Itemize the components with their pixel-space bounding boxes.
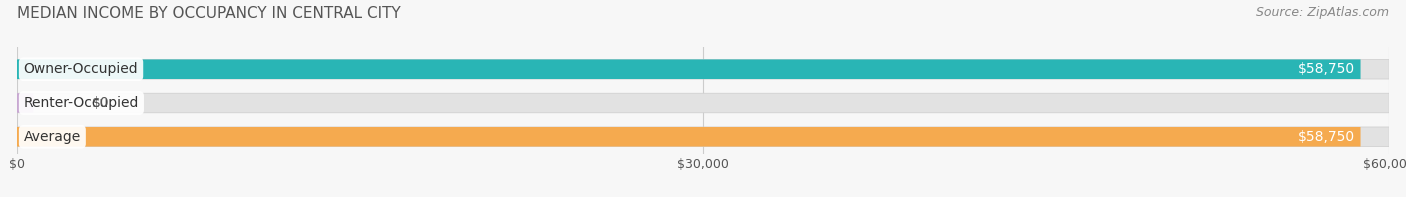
FancyBboxPatch shape <box>17 93 34 113</box>
Text: Source: ZipAtlas.com: Source: ZipAtlas.com <box>1256 6 1389 19</box>
Text: Owner-Occupied: Owner-Occupied <box>24 62 138 76</box>
Text: $58,750: $58,750 <box>1298 62 1355 76</box>
Text: $0: $0 <box>93 96 110 110</box>
Text: Average: Average <box>24 130 82 144</box>
FancyBboxPatch shape <box>17 59 1389 79</box>
FancyBboxPatch shape <box>17 93 1389 113</box>
FancyBboxPatch shape <box>17 127 1361 147</box>
Text: Renter-Occupied: Renter-Occupied <box>24 96 139 110</box>
Text: $58,750: $58,750 <box>1298 130 1355 144</box>
FancyBboxPatch shape <box>17 127 1389 147</box>
FancyBboxPatch shape <box>17 59 1361 79</box>
Text: MEDIAN INCOME BY OCCUPANCY IN CENTRAL CITY: MEDIAN INCOME BY OCCUPANCY IN CENTRAL CI… <box>17 6 401 21</box>
